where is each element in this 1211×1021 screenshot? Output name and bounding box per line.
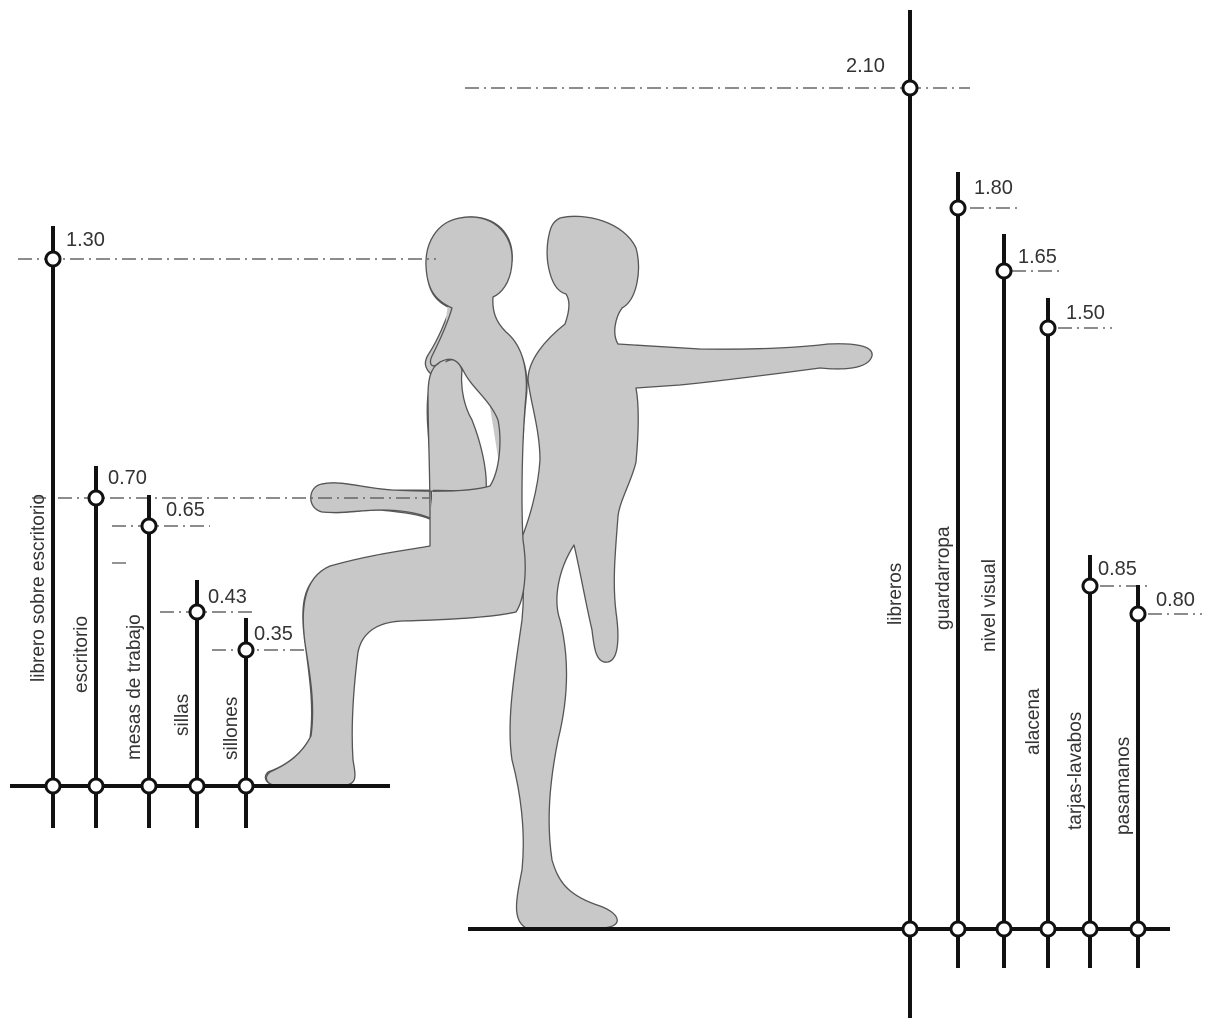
seated-figure-body xyxy=(266,217,526,786)
marker-1-30 xyxy=(46,252,60,266)
label-alacena: alacena xyxy=(1023,688,1044,755)
marker-1-65 xyxy=(997,264,1011,278)
value-guardarropa: 1.80 xyxy=(974,177,1013,199)
marker-0-43 xyxy=(190,605,204,619)
marker-0-80 xyxy=(1131,607,1145,621)
right-poles xyxy=(910,10,1138,1018)
marker-0-35 xyxy=(239,643,253,657)
label-pasamanos: pasamanos xyxy=(1113,737,1134,835)
label-libreros: libreros xyxy=(885,563,906,625)
value-tarjas-lavabos: 0.85 xyxy=(1098,558,1137,580)
value-mesas-de-trabajo: 0.65 xyxy=(166,499,205,521)
value-sillones: 0.35 xyxy=(254,623,293,645)
standing-figure xyxy=(510,216,872,928)
human-figures xyxy=(265,216,872,928)
value-nivel-visual: 1.65 xyxy=(1018,246,1057,268)
value-librero-sobre-escritorio: 1.30 xyxy=(66,229,105,251)
label-sillas: sillas xyxy=(172,694,193,736)
marker-1-80 xyxy=(951,201,965,215)
value-libreros: 2.10 xyxy=(846,55,885,77)
label-guardarropa: guardarropa xyxy=(933,526,954,630)
value-pasamanos: 0.80 xyxy=(1156,589,1195,611)
marker-0-65 xyxy=(142,519,156,533)
value-sillas: 0.43 xyxy=(208,586,247,608)
value-escritorio: 0.70 xyxy=(108,467,147,489)
value-alacena: 1.50 xyxy=(1066,302,1105,324)
label-mesas-de-trabajo: mesas de trabajo xyxy=(124,614,145,760)
marker-0-70 xyxy=(89,491,103,505)
marker-1-50 xyxy=(1041,321,1055,335)
marker-0-85 xyxy=(1083,579,1097,593)
label-librero-sobre-escritorio: librero sobre escritorio xyxy=(28,494,49,682)
label-escritorio: escritorio xyxy=(71,616,92,693)
label-sillones: sillones xyxy=(221,697,242,760)
marker-2-10 xyxy=(903,81,917,95)
label-tarjas-lavabos: tarjas-lavabos xyxy=(1065,712,1086,830)
label-nivel-visual: nivel visual xyxy=(979,559,1000,652)
